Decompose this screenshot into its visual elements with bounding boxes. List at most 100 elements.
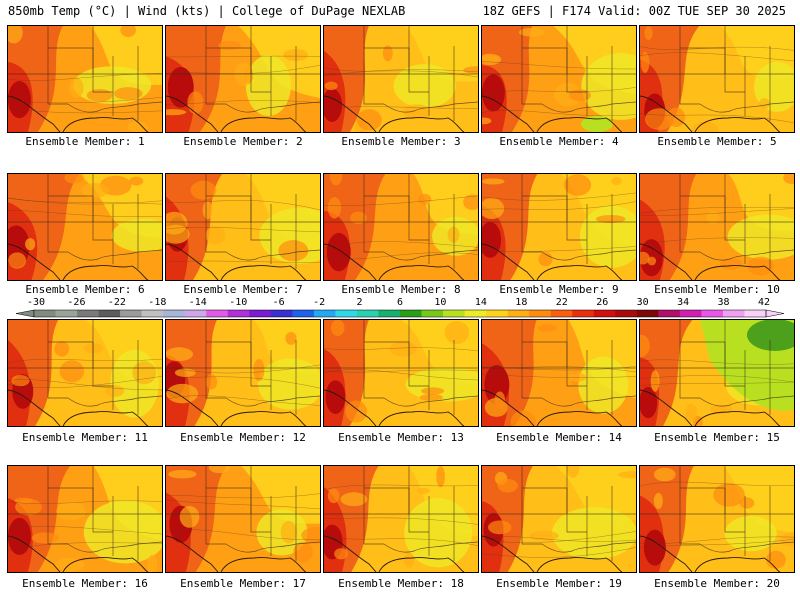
- scale-color-swatch: [679, 310, 702, 317]
- ensemble-member-label: Ensemble Member: 20: [654, 577, 780, 590]
- scale-color-swatch: [593, 310, 616, 317]
- scale-color-swatch: [206, 310, 229, 317]
- scale-color-swatch: [141, 310, 164, 317]
- ensemble-member-label: Ensemble Member: 3: [341, 135, 461, 148]
- scale-tick-label: 42: [757, 297, 771, 308]
- scale-color-swatch: [421, 310, 444, 317]
- scale-tick-label: 6: [396, 297, 404, 308]
- temperature-map: [166, 26, 320, 132]
- ensemble-member-label: Ensemble Member: 1: [25, 135, 145, 148]
- ensemble-map-panel: [481, 465, 637, 573]
- temperature-map: [640, 320, 794, 426]
- scale-tick-label: -14: [188, 297, 207, 308]
- ensemble-member-label: Ensemble Member: 9: [499, 283, 619, 296]
- ensemble-member-label: Ensemble Member: 17: [180, 577, 306, 590]
- temperature-map: [8, 26, 162, 132]
- scale-color-swatch: [658, 310, 681, 317]
- scale-color-swatch: [77, 310, 99, 317]
- scale-tick-label: 26: [596, 297, 609, 308]
- scale-color-swatch: [464, 310, 487, 317]
- temperature-map: [640, 174, 794, 280]
- ensemble-map-panel: [7, 173, 163, 281]
- ensemble-member-label: Ensemble Member: 16: [22, 577, 148, 590]
- scale-tick-label: 2: [356, 297, 363, 308]
- ensemble-member-label: Ensemble Member: 11: [22, 431, 148, 444]
- scale-tick-label: -2: [313, 297, 326, 308]
- temperature-map: [482, 320, 636, 426]
- scale-tick-label: -22: [107, 297, 126, 308]
- scale-tick-label: 18: [515, 297, 528, 308]
- ensemble-member-label: Ensemble Member: 14: [496, 431, 622, 444]
- ensemble-member-label: Ensemble Member: 4: [499, 135, 619, 148]
- temperature-map: [8, 466, 162, 572]
- ensemble-member-label: Ensemble Member: 18: [338, 577, 464, 590]
- ensemble-map-panel: [639, 319, 795, 427]
- temperature-map: [324, 174, 478, 280]
- ensemble-map-panel: [165, 319, 321, 427]
- ensemble-member-label: Ensemble Member: 12: [180, 431, 306, 444]
- temperature-map: [324, 466, 478, 572]
- temperature-map: [482, 174, 636, 280]
- scale-color-swatch: [184, 310, 207, 317]
- scale-tick-label: 10: [434, 297, 447, 308]
- ensemble-map-panel: [639, 465, 795, 573]
- scale-color-swatch: [529, 310, 552, 317]
- scale-min-arrow: [15, 309, 35, 318]
- ensemble-map-panel: [323, 173, 479, 281]
- ensemble-map-panel: [7, 319, 163, 427]
- scale-color-swatch: [486, 310, 508, 317]
- temperature-map: [324, 320, 478, 426]
- ensemble-map-panel: [7, 465, 163, 573]
- temperature-map: [8, 174, 162, 280]
- ensemble-map-panel: [639, 173, 795, 281]
- ensemble-member-label: Ensemble Member: 7: [183, 283, 303, 296]
- color-scale-labels: -30 -26 -22 -18 -14 -10 -6 -2 2 6 10 14 18 22 26 30 34 38…: [0, 297, 800, 308]
- scale-color-swatch: [701, 310, 724, 317]
- scale-color-swatch: [34, 310, 56, 317]
- ensemble-member-label: Ensemble Member: 10: [654, 283, 780, 296]
- ensemble-member-label: Ensemble Member: 13: [338, 431, 464, 444]
- ensemble-map-panel: [7, 25, 163, 133]
- scale-tick-label: -10: [229, 297, 248, 308]
- scale-tick-label: 34: [677, 297, 690, 308]
- ensemble-map-panel: [165, 25, 321, 133]
- temperature-map: [166, 174, 320, 280]
- scale-tick-label: -18: [148, 297, 167, 308]
- scale-color-swatch: [722, 310, 745, 317]
- scale-color-swatch: [335, 310, 358, 317]
- run-valid-time: 18Z GEFS | F174 Valid: 00Z TUE SEP 30 20…: [482, 4, 786, 18]
- scale-color-swatch: [313, 310, 336, 317]
- temperature-map: [482, 26, 636, 132]
- scale-color-swatch: [378, 310, 401, 317]
- scale-color-swatch: [615, 310, 638, 317]
- temperature-map: [324, 26, 478, 132]
- chart-title: 850mb Temp (°C) | Wind (kts) | College o…: [8, 4, 406, 18]
- scale-color-swatch: [636, 310, 659, 317]
- scale-color-swatch: [163, 310, 186, 317]
- scale-color-swatch: [356, 310, 379, 317]
- scale-color-swatch: [227, 310, 250, 317]
- temperature-map: [640, 26, 794, 132]
- ensemble-member-label: Ensemble Member: 15: [654, 431, 780, 444]
- ensemble-map-panel: [165, 173, 321, 281]
- color-scale-bar: [15, 309, 785, 318]
- ensemble-member-label: Ensemble Member: 5: [657, 135, 777, 148]
- ensemble-map-panel: [165, 465, 321, 573]
- ensemble-map-panel: [639, 25, 795, 133]
- ensemble-map-panel: [323, 319, 479, 427]
- scale-tick-label: 38: [717, 297, 730, 308]
- temperature-map: [166, 320, 320, 426]
- ensemble-map-panel: [481, 173, 637, 281]
- scale-color-swatch: [270, 310, 293, 317]
- ensemble-map-panel: [323, 25, 479, 133]
- temperature-map: [8, 320, 162, 426]
- ensemble-map-panel: [481, 319, 637, 427]
- scale-max-arrow: [765, 309, 785, 318]
- scale-tick-label: -26: [67, 297, 86, 308]
- scale-tick-label: 22: [555, 297, 568, 308]
- ensemble-member-label: Ensemble Member: 8: [341, 283, 461, 296]
- scale-color-swatch: [98, 310, 121, 317]
- temperature-map: [166, 466, 320, 572]
- ensemble-member-label: Ensemble Member: 19: [496, 577, 622, 590]
- ensemble-member-label: Ensemble Member: 6: [25, 283, 145, 296]
